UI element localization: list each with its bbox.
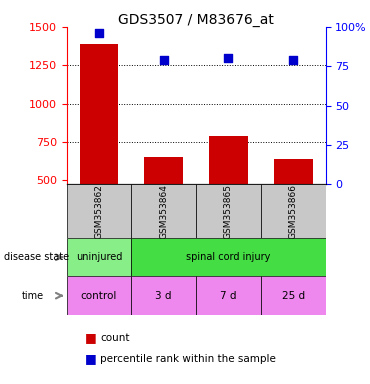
FancyBboxPatch shape (67, 184, 131, 238)
Bar (144, 157, 183, 184)
Text: control: control (81, 291, 117, 301)
Text: GSM353862: GSM353862 (94, 184, 104, 238)
FancyBboxPatch shape (196, 276, 261, 315)
Point (161, 57, 167, 63)
Point (290, 57, 296, 63)
Point (226, 55, 232, 61)
Text: disease state: disease state (4, 252, 69, 262)
FancyBboxPatch shape (131, 276, 196, 315)
Text: GSM353865: GSM353865 (224, 184, 233, 239)
Text: 3 d: 3 d (155, 291, 172, 301)
FancyBboxPatch shape (131, 238, 326, 276)
Text: GDS3507 / M83676_at: GDS3507 / M83676_at (118, 13, 274, 27)
FancyBboxPatch shape (261, 276, 326, 315)
Text: 25 d: 25 d (282, 291, 305, 301)
FancyBboxPatch shape (131, 184, 196, 238)
Bar (209, 136, 248, 184)
Bar (274, 159, 313, 184)
Text: GSM353866: GSM353866 (289, 184, 298, 239)
Text: count: count (100, 333, 130, 343)
FancyBboxPatch shape (67, 276, 131, 315)
Text: uninjured: uninjured (76, 252, 122, 262)
Point (96, 30, 102, 36)
Text: GSM353864: GSM353864 (159, 184, 168, 238)
Text: ■: ■ (85, 353, 97, 366)
Text: ■: ■ (85, 331, 97, 344)
Text: spinal cord injury: spinal cord injury (186, 252, 271, 262)
Bar (80, 44, 118, 184)
FancyBboxPatch shape (67, 238, 131, 276)
FancyBboxPatch shape (196, 184, 261, 238)
FancyBboxPatch shape (261, 184, 326, 238)
Text: time: time (22, 291, 44, 301)
Text: 7 d: 7 d (220, 291, 237, 301)
Text: percentile rank within the sample: percentile rank within the sample (100, 354, 276, 364)
